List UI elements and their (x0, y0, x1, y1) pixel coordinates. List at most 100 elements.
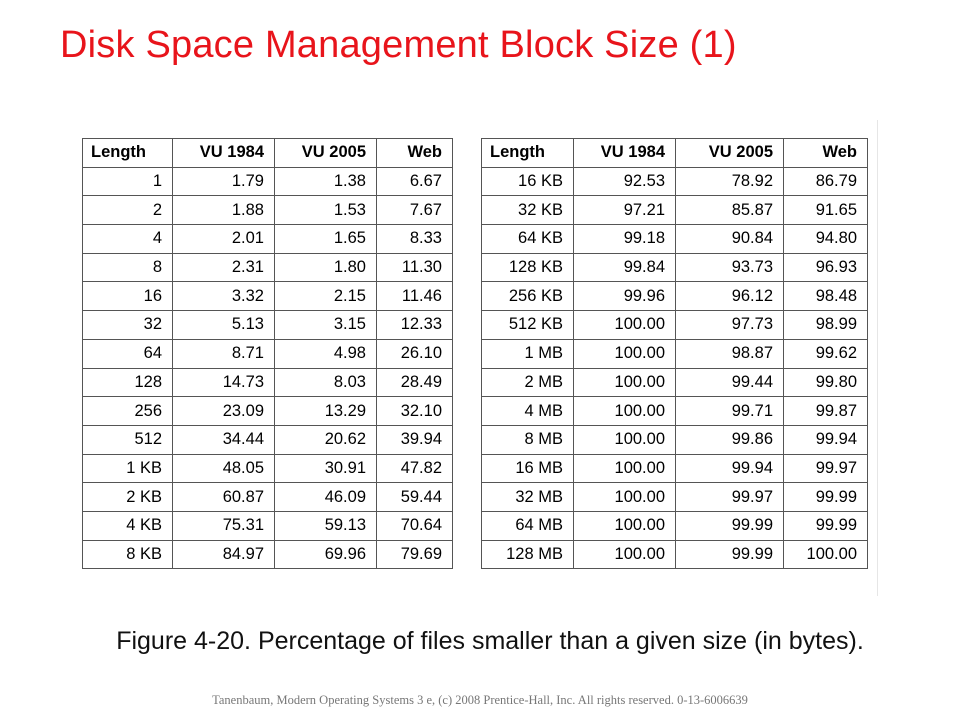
table-row: 64 KB 99.18 90.84 94.80 (481, 224, 868, 254)
table-row: 4 MB 100.00 99.71 99.87 (481, 396, 868, 426)
table-row: 16 MB 100.00 99.94 99.97 (481, 453, 868, 484)
cell-web: 11.30 (376, 252, 453, 283)
column-header-vu2005: VU 2005 (274, 138, 377, 168)
cell-web: 98.48 (783, 281, 868, 312)
cell-web: 32.10 (376, 396, 453, 426)
cell-vu2005: 85.87 (675, 195, 784, 226)
cell-web: 39.94 (376, 424, 453, 455)
cell-vu2005: 8.03 (274, 367, 377, 398)
cell-web: 28.49 (376, 367, 453, 398)
cell-vu1984: 100.00 (573, 510, 676, 541)
cell-web: 26.10 (376, 338, 453, 369)
cell-vu2005: 69.96 (274, 539, 377, 570)
cell-vu1984: 100.00 (573, 453, 676, 484)
cell-length: 32 KB (481, 195, 574, 226)
cell-vu2005: 99.44 (675, 367, 784, 398)
cell-web: 7.67 (376, 195, 453, 226)
cell-vu1984: 3.32 (172, 281, 275, 312)
cell-length: 8 MB (481, 424, 574, 455)
cell-length: 512 KB (481, 310, 574, 340)
cell-vu1984: 92.53 (573, 166, 676, 197)
cell-vu2005: 99.86 (675, 424, 784, 455)
cell-vu1984: 60.87 (172, 482, 275, 512)
table-row: 128 MB 100.00 99.99 100.00 (481, 539, 868, 570)
cell-length: 32 MB (481, 482, 574, 512)
column-header-web: Web (376, 138, 453, 168)
cell-length: 2 KB (82, 482, 173, 512)
slide-title: Disk Space Management Block Size (1) (60, 24, 737, 66)
cell-web: 98.99 (783, 310, 868, 340)
cell-vu1984: 100.00 (573, 396, 676, 426)
table-row: 32 KB 97.21 85.87 91.65 (481, 195, 868, 226)
figure-border-line (877, 120, 878, 596)
cell-vu1984: 8.71 (172, 338, 275, 369)
table-row: 8 KB 84.97 69.96 79.69 (82, 539, 453, 570)
cell-length: 512 (82, 424, 173, 455)
cell-web: 8.33 (376, 224, 453, 254)
cell-vu2005: 46.09 (274, 482, 377, 512)
cell-length: 64 KB (481, 224, 574, 254)
cell-length: 2 (82, 195, 173, 226)
cell-vu2005: 1.65 (274, 224, 377, 254)
table-row: 1 1.79 1.38 6.67 (82, 166, 453, 197)
cell-vu2005: 99.99 (675, 510, 784, 541)
cell-length: 256 KB (481, 281, 574, 312)
cell-web: 6.67 (376, 166, 453, 197)
cell-vu2005: 98.87 (675, 338, 784, 369)
cell-vu2005: 96.12 (675, 281, 784, 312)
cell-web: 11.46 (376, 281, 453, 312)
cell-vu2005: 2.15 (274, 281, 377, 312)
cell-web: 70.64 (376, 510, 453, 541)
cell-vu2005: 13.29 (274, 396, 377, 426)
table-row: 512 KB 100.00 97.73 98.99 (481, 310, 868, 340)
cell-vu1984: 99.84 (573, 252, 676, 283)
column-header-length: Length (481, 138, 574, 168)
table-header-row: Length VU 1984 VU 2005 Web (481, 138, 868, 168)
table-row: 1 KB 48.05 30.91 47.82 (82, 453, 453, 484)
table-row: 32 5.13 3.15 12.33 (82, 310, 453, 340)
cell-vu1984: 100.00 (573, 310, 676, 340)
cell-web: 99.97 (783, 453, 868, 484)
file-size-table-right: Length VU 1984 VU 2005 Web 16 KB 92.53 78.… (481, 138, 868, 570)
table-row: 2 KB 60.87 46.09 59.44 (82, 482, 453, 512)
cell-vu1984: 97.21 (573, 195, 676, 226)
cell-vu1984: 100.00 (573, 367, 676, 398)
column-header-vu2005: VU 2005 (675, 138, 784, 168)
cell-vu2005: 30.91 (274, 453, 377, 484)
cell-vu1984: 75.31 (172, 510, 275, 541)
cell-length: 4 KB (82, 510, 173, 541)
cell-vu2005: 20.62 (274, 424, 377, 455)
table-row: 256 23.09 13.29 32.10 (82, 396, 453, 426)
table-header-row: Length VU 1984 VU 2005 Web (82, 138, 453, 168)
cell-vu1984: 99.18 (573, 224, 676, 254)
table-row: 4 KB 75.31 59.13 70.64 (82, 510, 453, 541)
cell-web: 100.00 (783, 539, 868, 570)
cell-vu1984: 100.00 (573, 539, 676, 570)
cell-length: 128 KB (481, 252, 574, 283)
table-row: 1 MB 100.00 98.87 99.62 (481, 338, 868, 369)
cell-length: 16 KB (481, 166, 574, 197)
cell-vu1984: 2.01 (172, 224, 275, 254)
table-row: 128 KB 99.84 93.73 96.93 (481, 252, 868, 283)
cell-length: 1 KB (82, 453, 173, 484)
cell-vu1984: 1.88 (172, 195, 275, 226)
cell-vu2005: 78.92 (675, 166, 784, 197)
cell-vu2005: 1.53 (274, 195, 377, 226)
cell-vu2005: 4.98 (274, 338, 377, 369)
cell-length: 64 (82, 338, 173, 369)
cell-vu2005: 97.73 (675, 310, 784, 340)
cell-web: 59.44 (376, 482, 453, 512)
table-row: 8 MB 100.00 99.86 99.94 (481, 424, 868, 455)
cell-web: 79.69 (376, 539, 453, 570)
cell-length: 4 MB (481, 396, 574, 426)
cell-vu2005: 99.97 (675, 482, 784, 512)
table-row: 16 KB 92.53 78.92 86.79 (481, 166, 868, 197)
file-size-table-left: Length VU 1984 VU 2005 Web 1 1.79 1.38 6.67… (82, 138, 453, 570)
cell-vu1984: 84.97 (172, 539, 275, 570)
table-row: 32 MB 100.00 99.97 99.99 (481, 482, 868, 512)
cell-length: 1 MB (481, 338, 574, 369)
cell-length: 16 MB (481, 453, 574, 484)
column-header-vu1984: VU 1984 (573, 138, 676, 168)
cell-web: 99.62 (783, 338, 868, 369)
cell-web: 99.94 (783, 424, 868, 455)
